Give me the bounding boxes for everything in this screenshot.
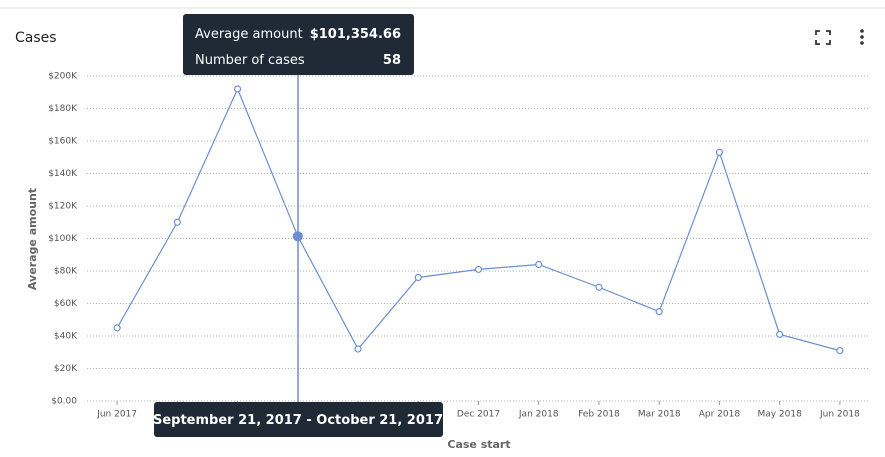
x-tick-label: Jun 2017	[96, 410, 137, 420]
range-label: September 21, 2017 - October 21, 2017	[153, 413, 443, 428]
point	[233, 85, 242, 93]
point	[354, 345, 362, 353]
plot: $0.00 $20K $40K $60K $80K $100K $120K $140K $160…	[48, 72, 870, 420]
y-tick-label: $160K	[48, 137, 78, 147]
tooltip-value: 58	[383, 53, 401, 68]
point	[655, 308, 663, 316]
tooltip-label: Number of cases	[195, 53, 305, 68]
x-tick-label: Jun 2018	[819, 410, 860, 420]
point	[535, 260, 543, 269]
y-tick-label: $0.00	[51, 397, 77, 407]
tooltip-value: $101,354.66	[310, 27, 401, 42]
y-tick-label: $120K	[48, 202, 78, 212]
y-tick-label: $60K	[54, 299, 78, 309]
point	[595, 283, 603, 291]
x-tick-label: May 2018	[757, 410, 802, 420]
tooltip: Average amount $101,354.66 Number of cas…	[183, 14, 414, 75]
point	[836, 347, 844, 355]
chart-title: Cases	[15, 30, 57, 46]
x-tick-label: Mar 2018	[638, 410, 681, 420]
x-axis-label: Case start	[447, 438, 510, 451]
menu-icon[interactable]	[860, 29, 864, 45]
x-tick-label: Feb 2018	[578, 410, 620, 420]
x-tick-label: Dec 2017	[457, 410, 500, 420]
range-tooltip: September 21, 2017 - October 21, 2017	[153, 402, 443, 437]
tooltip-box	[183, 14, 414, 75]
x-tick-label: Apr 2018	[699, 410, 741, 420]
y-tick-label: $80K	[54, 267, 78, 277]
tooltip-label: Average amount	[195, 27, 303, 42]
line	[116, 87, 841, 352]
y-axis-label: Average amount	[26, 188, 39, 290]
point	[474, 265, 483, 273]
y-tick-label: $180K	[48, 104, 78, 114]
point	[414, 273, 422, 282]
fullscreen-icon[interactable]	[815, 30, 831, 45]
y-tick-label: $100K	[48, 234, 78, 244]
range-box	[154, 402, 443, 437]
y-tick-label: $20K	[54, 364, 78, 374]
point	[173, 218, 181, 226]
x-tick-label: Jan 2018	[518, 410, 559, 420]
y-tick-label: $140K	[48, 169, 78, 179]
point	[715, 148, 724, 156]
y-tick-label: $200K	[48, 72, 78, 82]
point	[776, 330, 784, 338]
y-tick-label: $40K	[54, 332, 78, 342]
point	[113, 324, 121, 332]
